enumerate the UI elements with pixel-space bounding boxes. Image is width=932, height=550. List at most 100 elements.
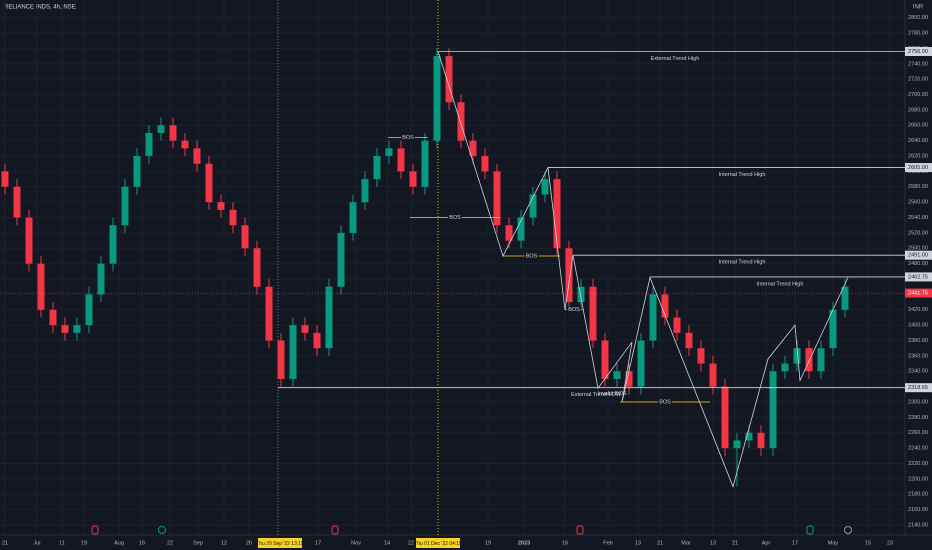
candle-body bbox=[1, 171, 9, 187]
event-badges bbox=[91, 525, 852, 535]
candle-body bbox=[241, 225, 249, 249]
candle-body bbox=[85, 294, 93, 326]
candle-body bbox=[109, 225, 117, 264]
earnings-badge[interactable] bbox=[91, 525, 99, 535]
earnings-badge[interactable] bbox=[331, 525, 339, 535]
last-price-label: 2441.75 bbox=[908, 291, 928, 297]
candle-body bbox=[13, 186, 21, 218]
y-tick-label: 2420.00 bbox=[908, 307, 928, 313]
earnings-badge[interactable] bbox=[576, 525, 584, 535]
candle-body bbox=[625, 371, 633, 387]
level-badge-label: 2605.00 bbox=[908, 165, 928, 171]
bos-label: BOS bbox=[659, 399, 671, 405]
candle-body bbox=[337, 232, 345, 287]
x-tick-label: 16 bbox=[562, 540, 568, 546]
level-badge-label: 2491.00 bbox=[908, 253, 928, 259]
x-tick-label: 22 bbox=[167, 540, 173, 546]
candle-body bbox=[721, 386, 729, 449]
x-tick-label: 19 bbox=[81, 540, 87, 546]
y-tick-label: 2800.00 bbox=[908, 15, 928, 21]
y-tick-label: 2360.00 bbox=[908, 353, 928, 359]
candle-body bbox=[145, 132, 153, 157]
candle-body bbox=[121, 186, 129, 226]
y-tick-label: 2260.00 bbox=[908, 430, 928, 436]
candle-body bbox=[817, 348, 825, 372]
candle-body bbox=[49, 309, 57, 326]
trend-level-label: External Trend LOW bbox=[571, 392, 622, 398]
candle-body bbox=[193, 148, 201, 164]
candle-body bbox=[781, 363, 789, 372]
y-tick-label: 2140.00 bbox=[908, 522, 928, 528]
x-tick-label: 13 bbox=[710, 540, 716, 546]
trend-level-label: External Trend High bbox=[651, 56, 700, 62]
candle-body bbox=[25, 217, 33, 264]
x-tick-label: 19 bbox=[485, 540, 491, 546]
y-tick-label: 2540.00 bbox=[908, 215, 928, 221]
candle-body bbox=[697, 348, 705, 364]
candle-body bbox=[253, 248, 261, 287]
level-badge-label: 2756.00 bbox=[908, 49, 928, 55]
candle-body bbox=[661, 294, 669, 318]
bos-label: BOS bbox=[568, 307, 580, 313]
candle-body bbox=[61, 325, 69, 333]
earnings-badge[interactable] bbox=[806, 525, 814, 535]
candle-body bbox=[505, 225, 513, 241]
event-badge[interactable] bbox=[844, 526, 852, 534]
x-tick-label: 21 bbox=[657, 540, 663, 546]
x-tick-label: 23 bbox=[887, 540, 893, 546]
trend-level-label: Internal Trend High bbox=[719, 260, 766, 266]
x-tick-label: Apr bbox=[762, 540, 771, 546]
candle-body bbox=[301, 325, 309, 333]
candle-body bbox=[229, 209, 237, 226]
x-tick-label: Mar bbox=[681, 540, 691, 546]
candle-body bbox=[541, 179, 549, 195]
candle-body bbox=[517, 217, 525, 241]
x-tick-label: 22 bbox=[408, 540, 414, 546]
y-tick-label: 2720.00 bbox=[908, 77, 928, 83]
candle-body bbox=[445, 56, 453, 103]
candle-body bbox=[757, 432, 765, 449]
candle-body bbox=[433, 56, 441, 141]
bos-label-bg bbox=[567, 306, 581, 314]
candle-body bbox=[385, 148, 393, 157]
candle-body bbox=[313, 332, 321, 349]
trend-level-label: Internal Trend High bbox=[757, 281, 804, 287]
y-tick-label: 2580.00 bbox=[908, 184, 928, 190]
y-tick-label: 2640.00 bbox=[908, 138, 928, 144]
x-tick-label: Jul bbox=[33, 540, 40, 546]
candle-body bbox=[829, 309, 837, 349]
candle-body bbox=[805, 348, 813, 372]
bos-label: BOS bbox=[449, 215, 461, 221]
bos-label-bg bbox=[401, 134, 415, 142]
x-tick-label: 15 bbox=[865, 540, 871, 546]
y-tick-label: 2660.00 bbox=[908, 123, 928, 129]
candle-body bbox=[97, 263, 105, 295]
y-tick-label: 2480.00 bbox=[908, 261, 928, 267]
level-badge bbox=[905, 250, 932, 260]
bos-label-bg bbox=[658, 398, 672, 406]
candle-body bbox=[457, 102, 465, 141]
invalid-bos-label: Invalid BOS bbox=[597, 391, 626, 397]
candle-body bbox=[217, 202, 225, 210]
crosshair-label-bg bbox=[258, 538, 302, 548]
candle-body bbox=[493, 171, 501, 226]
candle-body bbox=[685, 332, 693, 349]
level-badge bbox=[905, 163, 932, 173]
x-tick-label: Nov bbox=[351, 540, 361, 546]
candle-body bbox=[733, 440, 741, 449]
candle-body bbox=[397, 148, 405, 172]
bos-label-bg bbox=[524, 252, 539, 260]
candle-body bbox=[553, 179, 561, 249]
symbol-title: RELIANCE INDS, 4h, NSE bbox=[4, 5, 76, 11]
x-tick-label: 21 bbox=[732, 540, 738, 546]
candle-body bbox=[745, 432, 753, 441]
x-tick-label: 12 bbox=[221, 540, 227, 546]
candle-body bbox=[205, 163, 213, 203]
candle-body bbox=[673, 317, 681, 333]
y-tick-label: 2180.00 bbox=[908, 492, 928, 498]
candle-body bbox=[589, 286, 597, 341]
dividend-badge[interactable] bbox=[158, 526, 166, 534]
candle-body bbox=[577, 286, 585, 303]
candle-body bbox=[709, 363, 717, 387]
